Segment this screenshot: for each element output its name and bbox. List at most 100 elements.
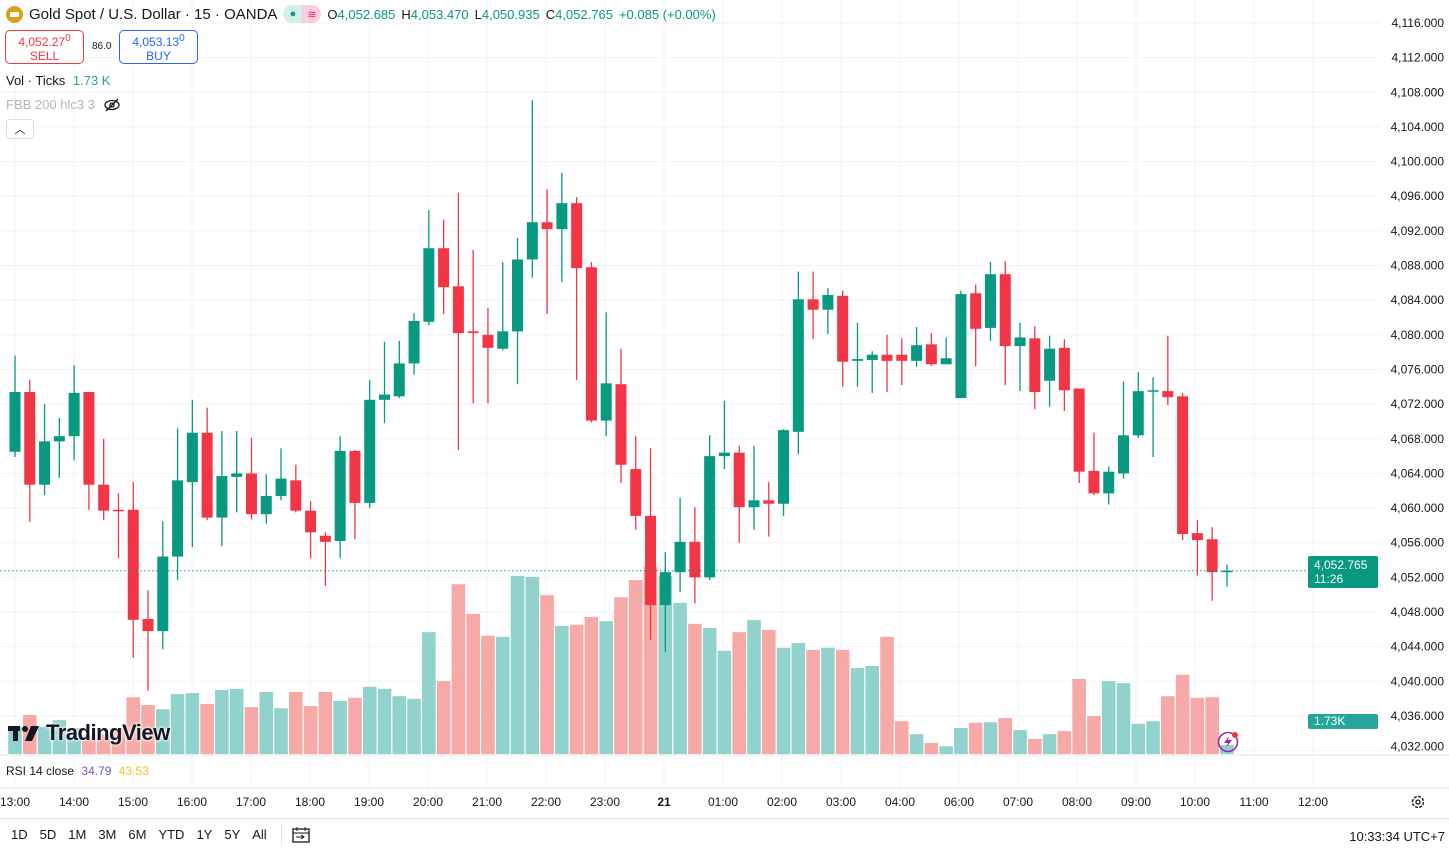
collapse-legend-button[interactable]: ︿	[6, 119, 34, 139]
range-5d[interactable]: 5D	[39, 827, 57, 842]
candle-body	[763, 500, 775, 504]
volume-bar	[1146, 721, 1160, 754]
settings-gear-icon[interactable]	[1410, 794, 1426, 810]
candle	[837, 290, 849, 387]
candle-body	[393, 363, 405, 397]
volume-bar	[156, 709, 170, 754]
candle	[1073, 388, 1085, 483]
price-chart[interactable]: 4,116.000 4,112.000 4,108.000 4,104.000 4,10…	[0, 0, 1449, 818]
candle	[600, 312, 612, 437]
chevron-up-icon: ︿	[14, 124, 26, 136]
candle-body	[482, 334, 494, 348]
fbb-legend-label: FBB 200 hlc3 3	[6, 97, 95, 112]
volume-bar	[259, 692, 274, 754]
volume-bar	[289, 692, 303, 754]
candle	[526, 100, 538, 278]
volume-bar	[673, 602, 687, 754]
candle	[630, 436, 642, 530]
price-tick-label: 4,116.000	[1392, 16, 1445, 30]
volume-bar	[52, 720, 67, 754]
volume-bar	[1057, 731, 1072, 754]
candle	[364, 379, 376, 509]
volume-legend[interactable]: Vol · Ticks 1.73 K	[6, 73, 110, 88]
time-tick-label: 13:00	[0, 795, 30, 809]
time-tick-label: 21	[657, 795, 671, 809]
candle	[438, 219, 450, 315]
symbol-title[interactable]: Gold Spot / U.S. Dollar · 15 · OANDA	[29, 5, 278, 23]
divider	[280, 824, 282, 845]
price-tick-label: 4,060.000	[1391, 501, 1445, 515]
sell-price: 4,052.27	[18, 34, 66, 49]
candle	[585, 262, 597, 423]
range-1m[interactable]: 1M	[68, 827, 87, 842]
volume-bar	[569, 624, 584, 754]
buy-button[interactable]: 4,053.130 BUY	[119, 30, 198, 64]
candle-body	[881, 354, 893, 361]
volume-bar	[244, 707, 259, 754]
candle	[349, 450, 361, 540]
time-tick-label: 21:00	[472, 795, 502, 809]
volume-bar	[939, 746, 953, 754]
volume-bar	[850, 668, 865, 754]
candle-body	[1162, 391, 1174, 398]
volume-bar	[880, 636, 894, 754]
volume-bar	[1042, 734, 1057, 754]
hidden-eye-icon[interactable]	[103, 98, 121, 112]
candle	[497, 262, 509, 351]
price-tick-label: 4,108.000	[1391, 85, 1445, 99]
candle-body	[172, 480, 184, 557]
range-6m[interactable]: 6M	[128, 827, 147, 842]
candle	[127, 482, 139, 658]
rsi-legend[interactable]: RSI 14 close 34.79 43.53	[6, 764, 149, 778]
range-5y[interactable]: 5Y	[224, 827, 241, 842]
candle-body	[245, 473, 257, 515]
candle-body	[970, 293, 982, 329]
fbb-legend[interactable]: FBB 200 hlc3 3	[6, 97, 121, 112]
candle-body	[674, 541, 686, 573]
candle	[423, 210, 435, 326]
status-pill[interactable]: ● ≋	[283, 5, 322, 23]
volume-bar	[1131, 723, 1146, 754]
volume-bar	[303, 706, 318, 754]
candle-body	[911, 345, 923, 361]
candle	[408, 313, 420, 375]
range-1y[interactable]: 1Y	[196, 827, 213, 842]
candle-body	[837, 295, 849, 362]
candle	[260, 474, 272, 524]
range-1d[interactable]: 1D	[11, 827, 28, 842]
calendar-goto-icon[interactable]	[290, 825, 312, 845]
volume-bar	[776, 647, 791, 754]
candle-body	[659, 572, 671, 606]
candle	[1132, 372, 1144, 438]
candle	[911, 327, 923, 367]
candle	[1162, 335, 1174, 405]
candle-body	[364, 399, 376, 503]
volume-bar	[1161, 696, 1175, 754]
volume-bar	[274, 708, 288, 754]
range-all[interactable]: All	[252, 827, 267, 842]
candle-body	[497, 331, 509, 349]
candle	[482, 307, 494, 404]
volume-bar	[1175, 674, 1190, 754]
clock-timezone[interactable]: 10:33:34 UTC+7	[1349, 829, 1445, 844]
date-range-selector: 1D 5D 1M 3M 6M YTD 1Y 5Y All	[5, 827, 273, 842]
spread-value: 86.0	[92, 41, 112, 52]
last-price-value: 4,052.765	[1314, 558, 1368, 572]
low-label: L	[474, 6, 482, 22]
candle-body	[1118, 435, 1129, 474]
lightning-alert-icon[interactable]	[1216, 730, 1240, 754]
candle	[275, 448, 287, 501]
range-ytd[interactable]: YTD	[158, 827, 185, 842]
candle	[53, 417, 65, 478]
volume-bar	[126, 697, 141, 754]
candle-body	[1029, 338, 1041, 393]
candle-body	[748, 500, 760, 508]
candle-body	[630, 469, 642, 516]
candle	[1177, 392, 1189, 541]
candle-body	[349, 450, 361, 503]
candle-body	[1191, 533, 1203, 541]
range-3m[interactable]: 3M	[98, 827, 117, 842]
sell-button[interactable]: 4,052.270 SELL	[5, 30, 84, 64]
price-tick-label: 4,064.000	[1391, 466, 1445, 480]
candle-body	[467, 331, 479, 334]
